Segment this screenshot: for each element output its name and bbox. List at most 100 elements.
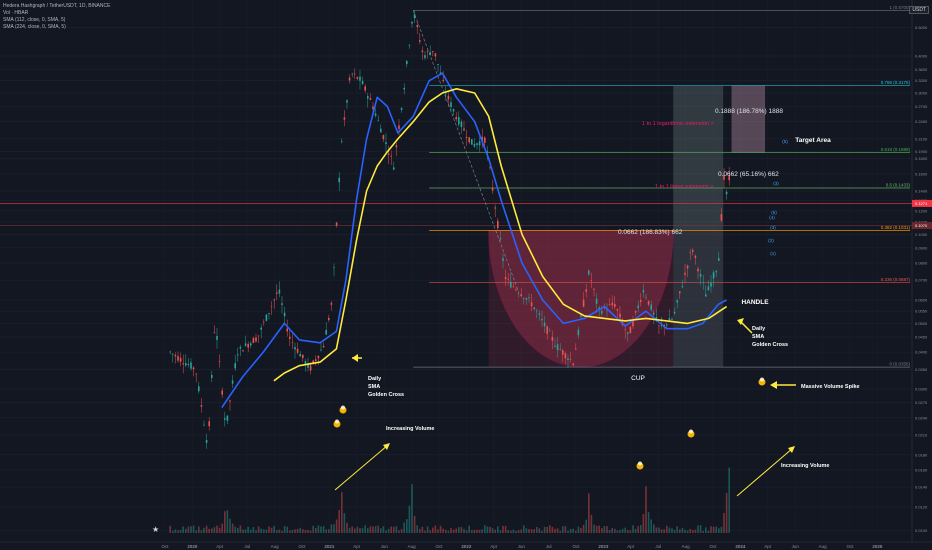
candle-body [507,279,509,281]
volume-bar [356,526,359,533]
candle-body [226,415,229,421]
candle-body [551,336,554,341]
fib-label: 0.5 (0.1433) [886,183,911,188]
x-tick-label: Jul [655,544,661,549]
wave-label: (5) [771,210,777,215]
candle-body [590,280,593,281]
x-tick-label: Aug [271,544,280,549]
volume-bar [577,526,580,533]
candle-body [668,318,671,322]
candle-body [559,349,561,350]
volume-bar [278,529,281,533]
x-tick-label: Apr [490,544,498,549]
volume-bar [548,525,551,533]
candle-body [694,255,697,258]
candle-body [442,79,444,82]
chart-title: Hedera Hashgraph / TetherUSDT, 1D, BINAN… [3,3,111,9]
volume-bar [652,524,655,533]
candle-body [645,297,647,298]
y-tick-label: 0.1600 [915,171,928,176]
candle-body [463,128,465,131]
measure-label-top: 0.1888 (186.78%) 1888 [715,108,783,115]
candle-body [704,294,707,297]
increasing-volume-label-2: Increasing Volume [781,463,830,469]
volume-bar [192,525,195,533]
volume-bar [265,529,268,533]
volume-bar [205,525,208,533]
candle-body [221,390,223,395]
y-tick-label: 0.0550 [915,309,928,314]
candle-body [712,272,715,279]
volume-bar [452,529,455,533]
volume-bar [247,526,249,533]
candle-body [491,187,494,191]
sma-112-line [221,72,727,408]
tradingview-logo-icon: ★ [152,525,159,534]
volume-bar [632,525,634,533]
volume-bar [608,530,611,533]
exploding-head-puff [341,405,345,410]
volume-bar [637,526,639,533]
volume-bar [512,529,515,533]
candle-body [723,175,725,180]
increasing-volume-arrow-1 [334,444,389,491]
candle-body [554,345,556,347]
candle-body [171,353,174,355]
exploding-head-puff [760,377,764,382]
volume-bar [327,529,330,533]
volume-bar [715,526,717,533]
candle-body [522,298,525,299]
y-tick-label: 0.3600 [915,67,928,72]
volume-bar [182,526,184,533]
volume-bar [567,530,569,533]
volume-bar [678,529,681,533]
volume-bar [530,529,533,533]
y-tick-label: 0.1900 [915,149,928,154]
volume-bar [372,526,374,533]
candle-body [210,374,213,379]
massive-volume-label: Massive Volume Spike [801,384,860,390]
volume-bar [387,528,390,533]
candle-body [556,344,559,351]
candle-body [546,326,548,334]
candle-body [632,320,634,327]
increasing-volume-arrowhead-1 [383,443,390,450]
candle-body [447,95,450,100]
volume-bar [603,526,606,533]
candle-body [600,311,603,314]
volume-bar [260,528,262,533]
x-tick-label: Oct [161,544,169,549]
volume-bar [398,530,400,533]
candle-body [717,258,720,261]
volume-bar [333,524,335,533]
volume-bar [502,525,504,533]
price-tag-label: 0.1070 [915,223,928,228]
volume-bar [546,526,548,533]
volume-bar [262,529,265,533]
candle-body [541,318,543,321]
candle-body [242,350,244,352]
candle-body [652,312,655,315]
candle-body [314,359,317,362]
volume-bar [699,525,702,533]
candle-body [512,286,515,287]
volume-bar [668,527,671,533]
candle-body [192,367,195,370]
candle-body [304,361,307,365]
candle-body [294,347,296,350]
volume-bar [520,529,522,533]
volume-bar [457,527,460,533]
golden-cross-label-2: Daily [752,326,766,332]
x-tick-label: Oct [298,544,306,549]
candle-body [197,386,200,392]
y-tick-label: 0.5000 [915,25,928,30]
volume-bar [229,518,231,533]
candle-body [699,274,702,277]
candle-body [247,344,249,348]
candle-body [689,252,691,254]
currency-badge[interactable]: USDT [909,6,929,14]
volume-bar [439,525,442,533]
linear-extension-label: 1 to 1 linear extension > [655,184,714,190]
increasing-volume-label-1: Increasing Volume [386,426,435,432]
